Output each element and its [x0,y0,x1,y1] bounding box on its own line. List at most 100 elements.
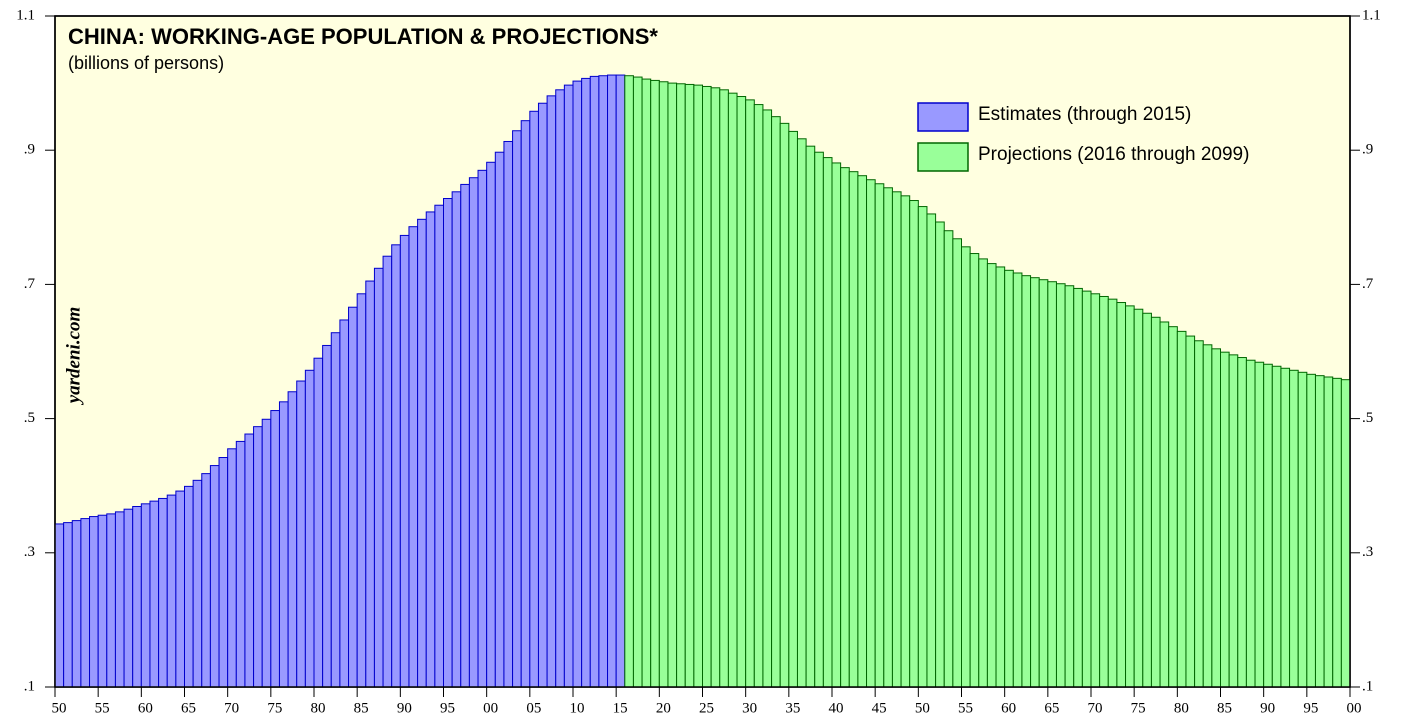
x-tick-label: 05 [526,700,541,716]
bar [917,206,928,688]
bar [702,85,712,688]
bar [555,89,565,688]
bar [650,79,660,688]
bar [278,401,289,688]
bar [227,448,237,688]
bar [356,293,367,688]
bar [114,511,125,688]
bar [287,391,298,688]
bar [986,263,997,688]
bar [632,76,643,688]
x-tick-label: 55 [958,700,973,716]
bar [995,266,1006,688]
bar [719,89,729,688]
bar [373,267,384,688]
bar [1107,298,1118,688]
bar [1064,285,1075,688]
bar [883,187,893,688]
bar [745,99,755,688]
x-tick-label: 55 [95,700,110,716]
legend-label: Estimates (through 2015) [978,104,1191,125]
bar [857,175,868,688]
bar [762,109,773,688]
bar [348,306,358,688]
bar [1220,351,1230,688]
bar [89,516,99,688]
bar [1228,354,1239,688]
bar [943,230,954,688]
bar [537,102,548,688]
bar [1047,281,1057,688]
x-tick-label: 85 [1217,700,1232,716]
bar [684,83,695,688]
y2-tick-label: .9 [1362,142,1373,158]
y-tick-label: .7 [24,276,36,292]
bar [736,96,747,688]
bar [166,494,177,688]
bar [80,518,91,688]
x-tick-label: 75 [1131,700,1146,716]
x-tick-label: 60 [1001,700,1016,716]
bar [1159,321,1170,688]
bar [520,120,531,688]
bar [1168,326,1178,688]
y2-tick-label: .5 [1362,410,1373,426]
bar [460,183,470,688]
bar [589,75,600,688]
bar [1099,295,1109,688]
bar [468,177,479,688]
bar [209,465,220,688]
y-tick-label: .3 [24,544,35,560]
bar [926,213,937,688]
bar [1021,275,1032,688]
bar [1314,375,1325,688]
bar [909,200,919,688]
bar [1055,283,1066,688]
x-tick-label: 30 [742,700,757,716]
bar [840,167,850,688]
bars [54,74,1351,688]
y2-tick-label: .7 [1362,276,1374,292]
x-tick-label: 65 [1044,700,1059,716]
bar [710,87,721,688]
chart-title: CHINA: WORKING-AGE POPULATION & PROJECTI… [68,24,658,49]
bar [969,253,980,688]
bar [477,169,488,688]
bar [192,479,203,688]
bar [581,77,591,688]
bar [831,162,842,688]
x-tick-label: 80 [311,700,326,716]
watermark: yardeni.com [63,307,84,406]
x-tick-label: 50 [915,700,930,716]
bar [201,473,211,688]
x-tick-label: 95 [1303,700,1318,716]
bar [1125,305,1135,688]
bar [494,151,505,688]
bar [667,82,678,688]
bar [693,84,703,688]
bar [1133,308,1144,688]
bar [1090,293,1101,688]
x-tick-label: 70 [1088,700,1103,716]
bar [382,255,393,688]
bar [1176,330,1187,688]
bar [676,83,686,688]
bar [546,95,557,688]
x-tick-label: 25 [699,700,714,716]
legend-swatch [917,102,969,132]
bar [261,418,272,688]
bar [1185,335,1196,688]
bar [641,78,652,688]
x-tick-label: 65 [181,700,196,716]
bar [796,138,807,688]
bar [417,218,427,688]
bar [175,490,186,688]
x-tick-label: 85 [354,700,369,716]
bar [1202,344,1213,688]
bar [330,332,341,688]
bar [1289,369,1299,688]
y-tick-label: .1 [24,678,35,694]
bar [1038,279,1049,688]
legend-label: Projections (2016 through 2099) [978,144,1249,165]
x-tick-label: 40 [829,700,844,716]
